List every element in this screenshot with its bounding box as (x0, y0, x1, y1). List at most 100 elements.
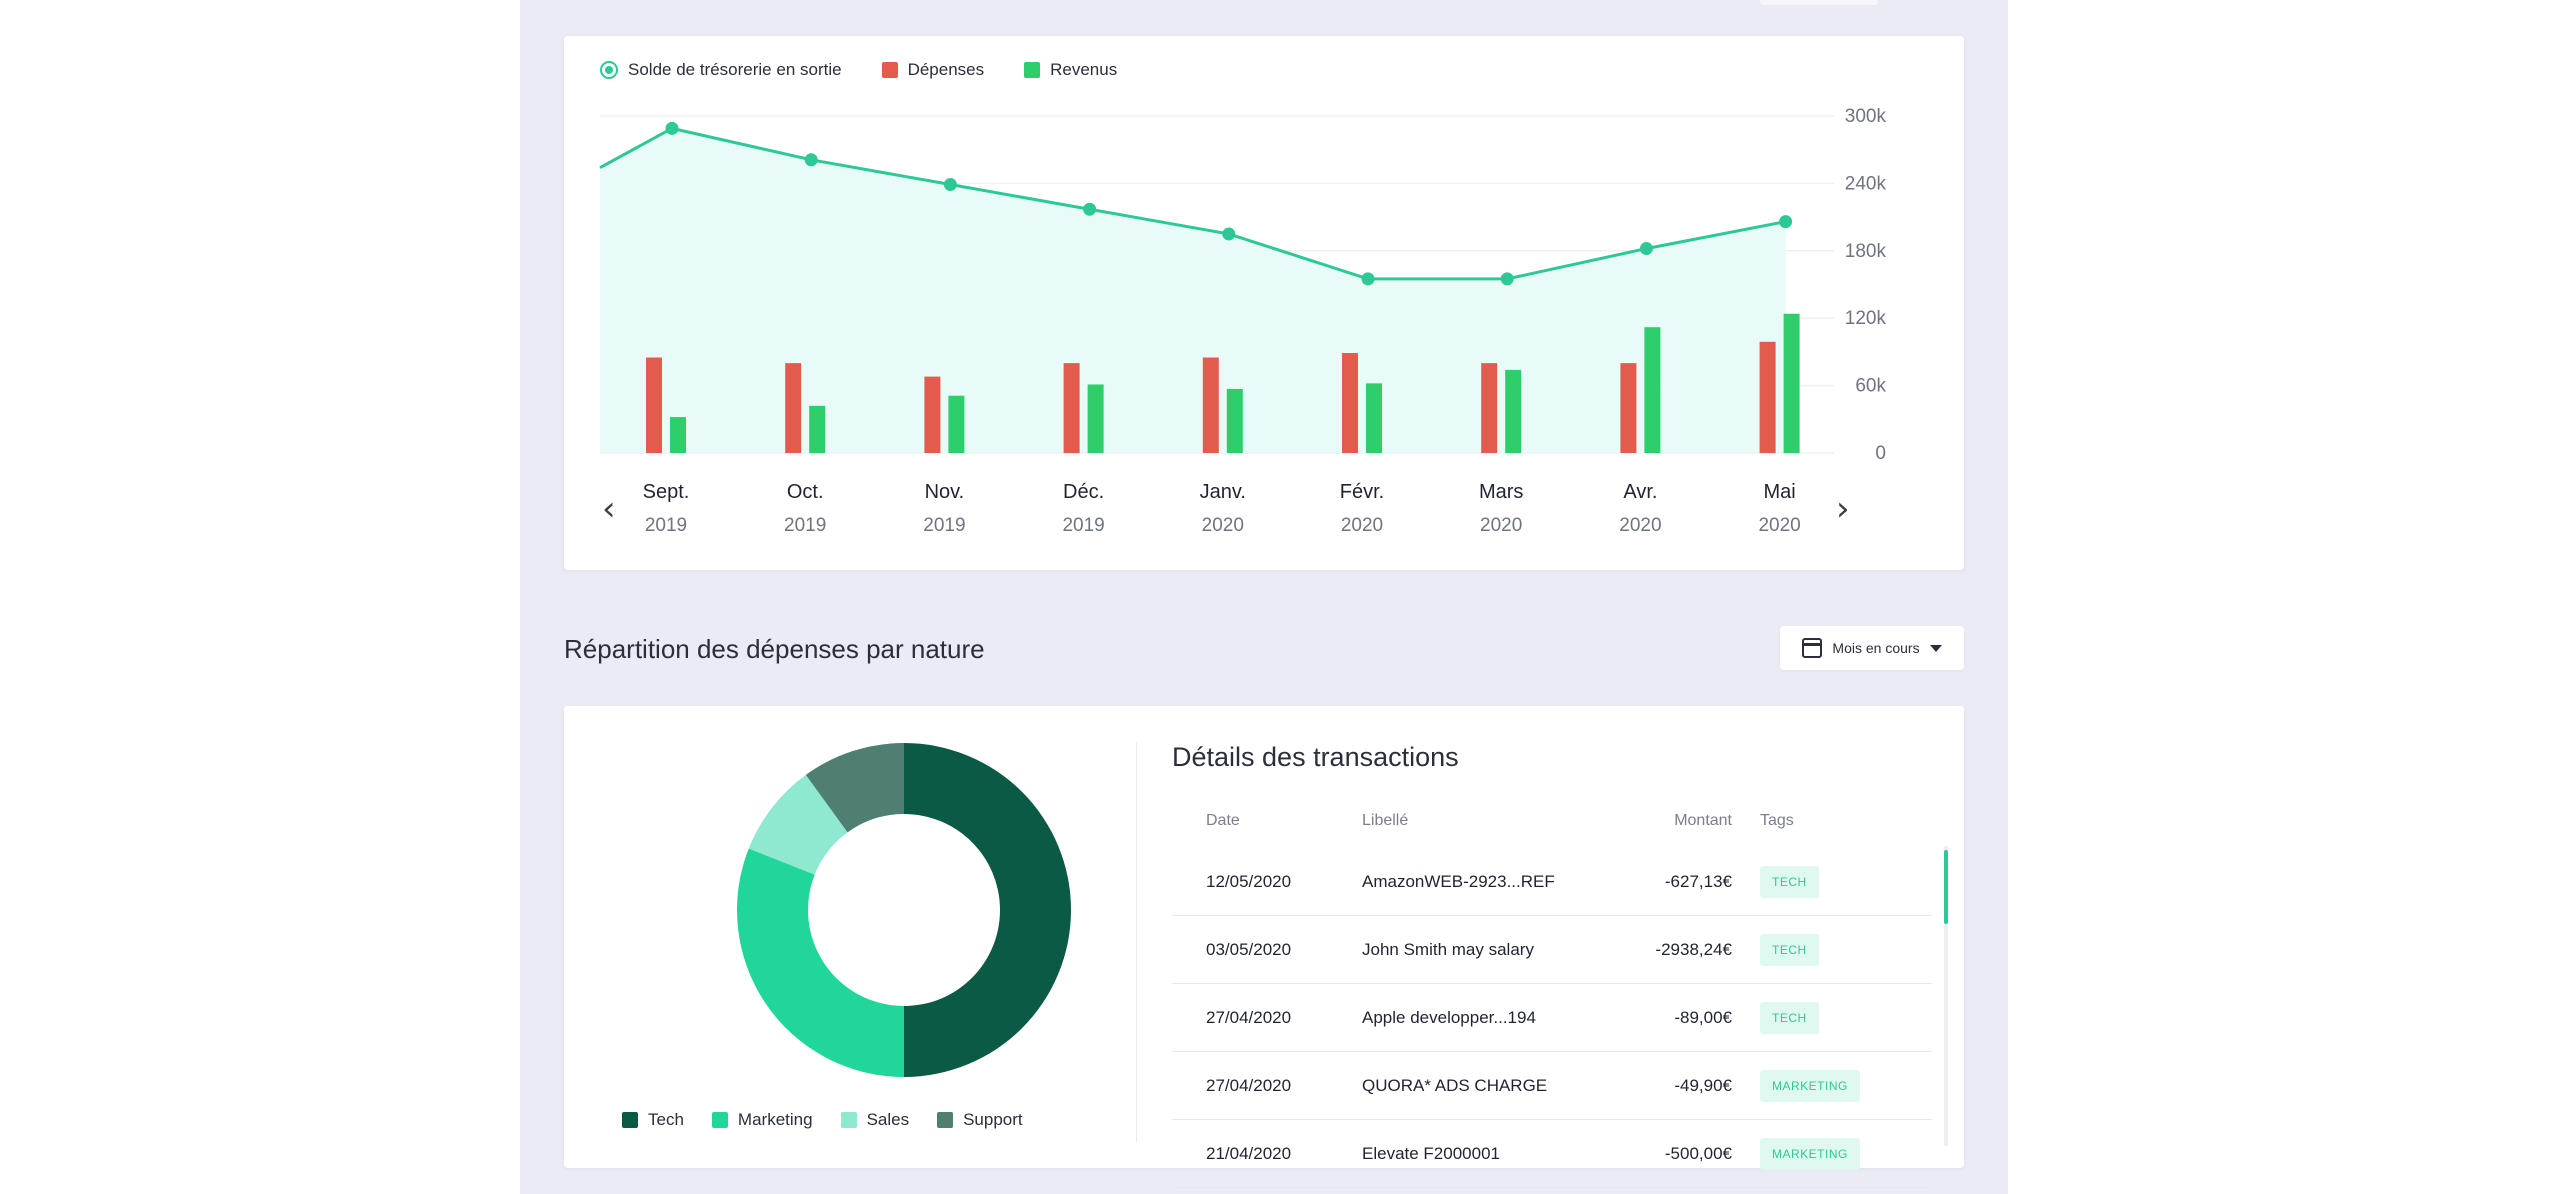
chart-next-arrow-icon[interactable]: › (1836, 489, 1850, 529)
solde-point[interactable] (665, 121, 679, 135)
y-tick-label: 120k (1845, 308, 1887, 329)
depenses-swatch-icon (881, 62, 898, 78)
transaction-tag: MARKETING (1760, 1138, 1860, 1170)
x-tick-year: 2019 (784, 515, 826, 536)
donut-slice-marketing[interactable] (737, 848, 904, 1077)
x-tick-year: 2019 (1062, 515, 1104, 536)
x-tick-month: Févr. (1340, 481, 1384, 503)
donut-legend-label: Marketing (737, 1110, 813, 1129)
bar-revenus[interactable] (1226, 388, 1243, 453)
bar-revenus[interactable] (1783, 313, 1800, 453)
transaction-date: 27/04/2020 (1206, 1076, 1292, 1095)
x-tick-month: Janv. (1200, 481, 1246, 503)
column-header-tags[interactable]: Tags (1760, 812, 1794, 829)
bar-revenus[interactable] (1366, 383, 1382, 453)
bar-depenses[interactable] (646, 357, 662, 453)
solde-line (599, 126, 1786, 281)
section-title: Répartition des dépenses par nature (564, 634, 985, 664)
donut-slice-support[interactable] (805, 743, 904, 833)
solde-point[interactable] (1779, 215, 1793, 229)
bar-revenus[interactable] (670, 417, 686, 453)
transaction-amount: -2938,24€ (1655, 940, 1732, 959)
bar-depenses[interactable] (924, 376, 941, 453)
x-tick-year: 2020 (1202, 515, 1244, 536)
expense-split-card: Tech Marketing Sales Support Détails des… (564, 706, 1964, 1188)
bar-depenses[interactable] (1481, 363, 1498, 453)
transactions-table-header: Date Libellé Montant Tags (1172, 812, 1932, 842)
transaction-row[interactable]: 27/04/2020 Apple developper...194 -89,00€ T… (1172, 984, 1932, 1052)
calendar-icon (1802, 638, 1823, 658)
transaction-tag: TECH (1760, 934, 1819, 966)
bar-revenus[interactable] (1505, 369, 1522, 453)
chart-prev-arrow-icon[interactable]: ‹ (602, 489, 616, 529)
legend-item-solde[interactable]: Solde de trésorerie en sortie (600, 60, 842, 80)
x-tick-month: Avr. (1623, 481, 1657, 503)
transaction-date: 03/05/2020 (1206, 940, 1292, 959)
legend-label-solde: Solde de trésorerie en sortie (628, 60, 842, 79)
legend-item-depenses[interactable]: Dépenses (881, 60, 984, 80)
solde-point[interactable] (804, 153, 818, 167)
donut-legend-marketing[interactable]: Marketing (711, 1110, 813, 1130)
x-tick-year: 2020 (1758, 515, 1800, 536)
solde-point[interactable] (1361, 272, 1375, 286)
donut-legend-label: Sales (866, 1110, 910, 1129)
transaction-tag: TECH (1760, 1002, 1819, 1034)
donut-slice-tech[interactable] (904, 743, 1071, 1077)
x-tick-year: 2020 (1341, 515, 1383, 536)
column-header-date[interactable]: Date (1206, 812, 1240, 829)
period-select-button[interactable]: Mois en cours (1780, 626, 1964, 670)
bar-revenus[interactable] (809, 405, 826, 453)
transaction-date: 12/05/2020 (1206, 872, 1292, 891)
donut-legend-support[interactable]: Support (937, 1110, 1023, 1130)
donut-legend-tech[interactable]: Tech (622, 1110, 684, 1130)
scrollbar-thumb[interactable] (1944, 850, 1948, 924)
x-tick-month: Sept. (643, 481, 690, 503)
bar-depenses[interactable] (1620, 363, 1637, 453)
cashflow-chart: 300k 240k 180k 120k 60k 0 Sept. 2019 Oct. 2019 No… (599, 106, 1887, 536)
bar-revenus[interactable] (1644, 327, 1661, 453)
marketing-swatch-icon (711, 1112, 728, 1128)
transaction-row[interactable]: 27/04/2020 QUORA* ADS CHARGE -49,90€ MARKET… (1172, 1052, 1932, 1120)
bar-depenses[interactable] (785, 363, 802, 453)
bar-depenses[interactable] (1759, 341, 1776, 453)
cashflow-chart-card: 300k 240k 180k 120k 60k 0 Sept. 2019 Oct. 2019 No… (564, 36, 1964, 570)
transaction-row[interactable]: 03/05/2020 John Smith may salary -2938,24€… (1172, 916, 1932, 984)
donut-legend: Tech Marketing Sales Support (622, 1110, 1023, 1130)
support-swatch-icon (937, 1112, 954, 1128)
transaction-date: 27/04/2020 (1206, 1008, 1292, 1027)
bar-depenses[interactable] (1342, 353, 1358, 453)
x-tick-month: Oct. (787, 481, 824, 503)
x-tick-year: 2019 (923, 515, 965, 536)
bar-depenses[interactable] (1202, 357, 1219, 453)
donut-slice-sales[interactable] (748, 774, 848, 875)
bar-revenus[interactable] (948, 395, 965, 453)
x-tick-year: 2020 (1619, 515, 1661, 536)
column-header-label[interactable]: Libellé (1362, 812, 1409, 829)
transaction-tag: TECH (1760, 866, 1819, 898)
transaction-label: Apple developper...194 (1362, 1008, 1536, 1027)
period-select-label: Mois en cours (1832, 640, 1920, 656)
solde-area (600, 128, 1786, 453)
solde-point[interactable] (1500, 272, 1514, 286)
legend-item-revenus[interactable]: Revenus (1024, 60, 1117, 80)
transaction-row[interactable]: 12/05/2020 AmazonWEB-2923...REF -627,13€ TE… (1172, 848, 1932, 916)
bar-revenus[interactable] (1087, 384, 1104, 453)
solde-point[interactable] (1222, 227, 1236, 241)
donut-legend-sales[interactable]: Sales (840, 1110, 910, 1130)
donut-legend-label: Tech (648, 1110, 684, 1129)
column-header-amount[interactable]: Montant (1674, 812, 1732, 829)
transaction-row[interactable]: 21/04/2020 Elevate F2000001 -500,00€ MARKET… (1172, 1120, 1932, 1188)
top-control-edge (1760, 0, 1878, 5)
solde-point[interactable] (1083, 202, 1097, 216)
solde-point[interactable] (943, 178, 957, 192)
transaction-amount: -49,90€ (1674, 1076, 1732, 1095)
y-tick-label: 0 (1875, 443, 1886, 464)
scrollbar-track[interactable] (1944, 846, 1948, 1146)
expense-donut-chart (737, 743, 1071, 1077)
y-tick-label: 300k (1845, 106, 1887, 127)
x-tick-month: Mai (1763, 481, 1795, 503)
transaction-amount: -89,00€ (1674, 1008, 1732, 1027)
solde-point[interactable] (1639, 242, 1653, 256)
bar-depenses[interactable] (1063, 363, 1080, 453)
transactions-title: Détails des transactions (1172, 742, 1459, 772)
